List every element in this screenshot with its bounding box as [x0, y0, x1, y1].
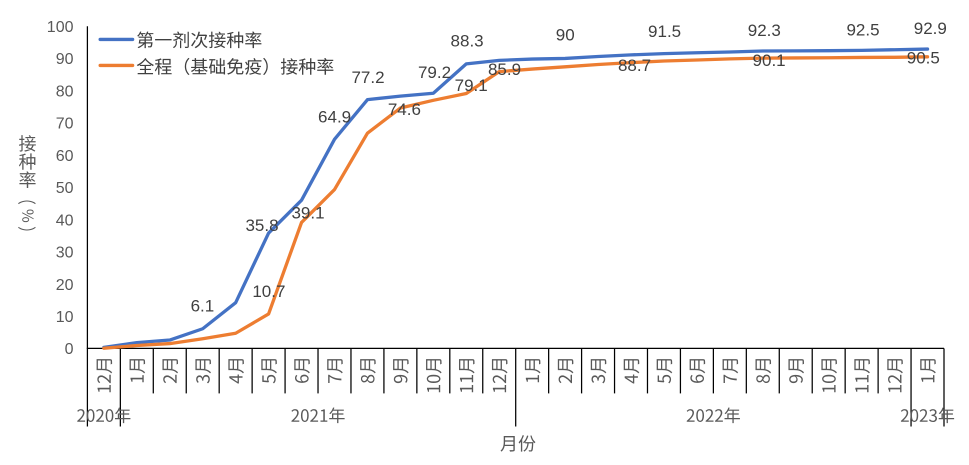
svg-text:40: 40 [56, 212, 74, 229]
svg-text:35.8: 35.8 [245, 216, 278, 235]
svg-text:100: 100 [47, 19, 74, 36]
svg-text:30: 30 [56, 245, 74, 262]
svg-text:77.2: 77.2 [351, 68, 384, 87]
svg-text:88.3: 88.3 [451, 31, 484, 50]
svg-text:85.9: 85.9 [488, 60, 521, 79]
svg-text:92.3: 92.3 [748, 21, 781, 40]
svg-text:90.5: 90.5 [907, 49, 940, 68]
svg-text:10: 10 [56, 309, 74, 326]
svg-text:64.9: 64.9 [318, 107, 351, 126]
svg-text:90: 90 [556, 26, 575, 45]
svg-text:90.1: 90.1 [753, 51, 786, 70]
svg-text:50: 50 [56, 180, 74, 197]
svg-text:88.7: 88.7 [618, 56, 651, 75]
svg-text:92.5: 92.5 [846, 21, 879, 40]
svg-text:74.6: 74.6 [388, 100, 421, 119]
svg-text:79.2: 79.2 [418, 63, 451, 82]
svg-text:0: 0 [65, 341, 74, 358]
svg-text:6.1: 6.1 [191, 297, 215, 316]
svg-text:70: 70 [56, 116, 74, 133]
svg-text:20: 20 [56, 277, 74, 294]
svg-text:90: 90 [56, 51, 74, 68]
svg-text:92.9: 92.9 [914, 19, 947, 38]
svg-text:91.5: 91.5 [648, 22, 681, 41]
svg-text:39.1: 39.1 [291, 204, 324, 223]
svg-text:80: 80 [56, 83, 74, 100]
svg-text:60: 60 [56, 148, 74, 165]
svg-text:79.1: 79.1 [455, 76, 488, 95]
svg-text:10.7: 10.7 [252, 282, 285, 301]
